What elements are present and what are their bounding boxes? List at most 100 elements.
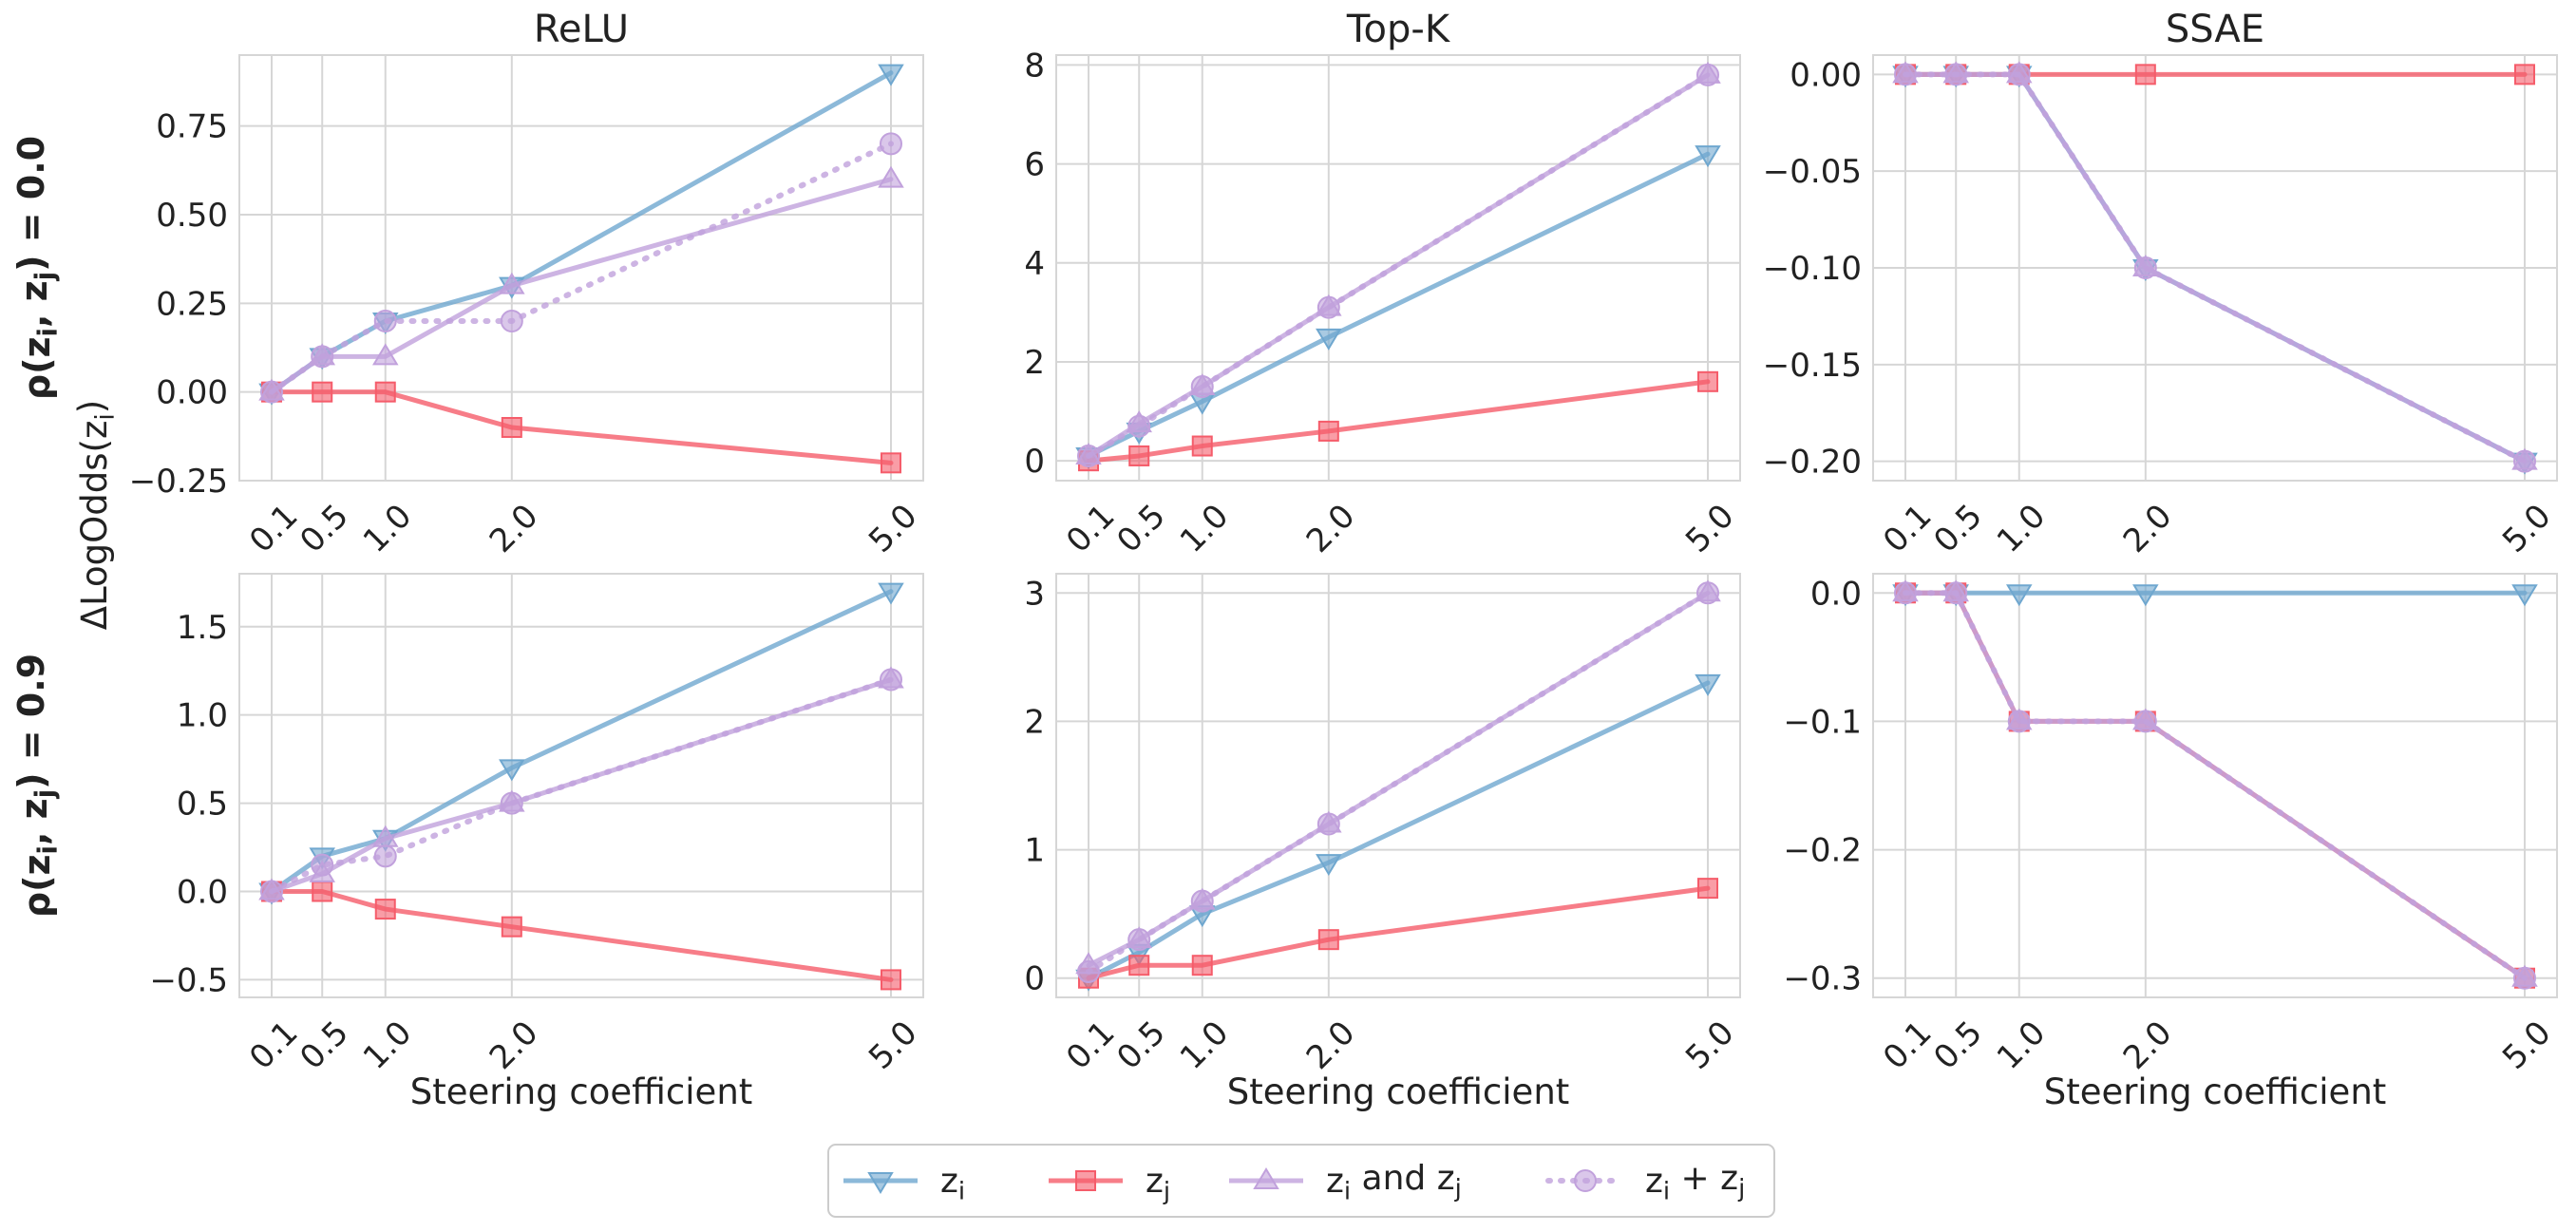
x-tick-label: 2.0 [1299, 1014, 1363, 1077]
data-point-zj [374, 899, 396, 920]
x-tick-label: 0.5 [1109, 497, 1173, 560]
series-line-zi [1086, 680, 1711, 981]
row-label-1: ρ(zi, zj) = 0.9 [10, 654, 64, 918]
legend-marker-sum [1574, 1169, 1597, 1192]
series-line-zj [1903, 590, 2528, 981]
series-line-zj [1086, 885, 1711, 981]
x-tick-label: 2.0 [2116, 1014, 2180, 1077]
x-tick-label: 0.1 [242, 497, 306, 560]
y-tick-label: −0.15 [1763, 347, 1862, 385]
data-point-zi [499, 759, 525, 782]
data-point-zj [312, 381, 333, 403]
x-tick-label: 2.0 [1299, 497, 1363, 560]
y-tick-label: 0.50 [156, 197, 228, 235]
data-point-zi [1316, 854, 1342, 877]
panel-0-0: −0.25 0.00 0.25 0.50 0.75 0.10.5 1.0 2.0 5.0 ReLU [129, 8, 925, 560]
x-axis-label: Steering coefficient [410, 1071, 753, 1112]
data-point-zj [881, 452, 901, 474]
x-tick-label: 0.1 [1876, 1014, 1940, 1077]
x-tick-label: 0.5 [293, 497, 356, 560]
data-point-zj [1191, 955, 1213, 976]
data-point-sum [1696, 63, 1719, 86]
data-point-sum [2513, 449, 2536, 473]
data-point-zi [1695, 145, 1721, 168]
x-tick-label: 0.5 [1926, 497, 1990, 560]
data-point-sum [1316, 295, 1340, 319]
data-point-zi [1695, 673, 1721, 696]
y-tick-label: 4 [1024, 245, 1045, 283]
series-line-both [1903, 590, 2528, 981]
plot-frame [1872, 54, 2558, 482]
data-point-sum [1696, 581, 1719, 605]
x-tick-label: 5.0 [862, 1014, 925, 1077]
y-tick-label: 0.00 [1790, 56, 1862, 94]
data-point-zj [2134, 64, 2156, 85]
series-line-zi [269, 70, 894, 395]
data-point-sum [1190, 889, 1214, 913]
y-tick-label: 0 [1024, 443, 1045, 481]
x-tick-label: 5.0 [2495, 1014, 2559, 1077]
x-tick-label: 0.1 [1059, 497, 1123, 560]
x-tick-label: 1.0 [1173, 1014, 1237, 1077]
data-point-sum [311, 853, 334, 877]
x-tick-label: 5.0 [1678, 1014, 1742, 1077]
x-tick-label: 0.1 [1876, 497, 1940, 560]
data-point-zj [1191, 435, 1213, 457]
y-tick-label: −0.05 [1763, 153, 1862, 191]
x-tick-label: 0.5 [1109, 1014, 1173, 1077]
x-axis-label: Steering coefficient [2044, 1071, 2387, 1112]
y-axis-label: ΔLogOdds(zi) [71, 400, 120, 630]
data-point-sum [1944, 63, 1968, 86]
data-point-both [499, 272, 525, 294]
y-tick-label: 2 [1024, 703, 1045, 741]
data-point-sum [373, 310, 397, 332]
data-point-zi [1316, 328, 1342, 351]
x-axis-label: Steering coefficient [1227, 1071, 1570, 1112]
y-tick-label: 0.75 [156, 108, 228, 146]
data-point-sum [2133, 710, 2157, 733]
y-tick-label: −0.10 [1763, 250, 1862, 288]
data-point-sum [1190, 375, 1214, 399]
data-point-sum [1944, 581, 1968, 605]
data-point-zi [2132, 584, 2159, 607]
panel-0-1: 0 2 4 6 8 0.10.5 1.0 2.0 5.0 Top-K [1024, 8, 1741, 560]
data-point-zj [1317, 420, 1339, 442]
data-point-zj [374, 381, 396, 403]
series-line-zi [1086, 151, 1711, 459]
x-tick-label: 2.0 [2116, 497, 2180, 560]
y-tick-label: 0 [1024, 960, 1045, 998]
series-line-sum [1903, 590, 2528, 981]
x-tick-label: 0.5 [1926, 1014, 1990, 1077]
y-tick-label: 6 [1024, 146, 1045, 184]
data-point-sum [1316, 812, 1340, 836]
legend-label-sum: zi + zj [1645, 1159, 1745, 1205]
panel-title: SSAE [2166, 8, 2264, 51]
plot-frame [1872, 573, 2558, 998]
plot-frame [238, 573, 924, 998]
data-point-zj [312, 881, 333, 902]
data-point-sum [2133, 256, 2157, 279]
plot-frame [1055, 54, 1741, 482]
legend-label-zj: zj [1146, 1162, 1170, 1205]
y-tick-label: 1.5 [177, 609, 228, 647]
data-point-zj [1697, 878, 1718, 900]
x-tick-label: 1.0 [1990, 1014, 2054, 1077]
y-tick-label: 0.00 [156, 374, 228, 412]
panel-title: ReLU [534, 8, 629, 51]
x-tick-label: 2.0 [483, 1014, 546, 1077]
data-point-sum [880, 668, 902, 692]
x-tick-label: 0.1 [1059, 1014, 1123, 1077]
series-line-zi [269, 589, 894, 894]
data-point-sum [2007, 63, 2031, 86]
y-tick-label: −0.3 [1783, 960, 1862, 998]
x-tick-label: 0.1 [242, 1014, 306, 1077]
series-line-both [269, 177, 894, 395]
x-tick-label: 5.0 [1678, 497, 1742, 560]
y-tick-label: 0.0 [1810, 575, 1862, 613]
y-tick-label: −0.5 [149, 961, 228, 999]
y-tick-label: 0.5 [177, 786, 228, 824]
data-point-sum [2513, 966, 2536, 990]
row-label-0: ρ(zi, zj) = 0.0 [10, 136, 64, 400]
data-point-zj [881, 969, 901, 991]
data-point-sum [880, 132, 902, 156]
